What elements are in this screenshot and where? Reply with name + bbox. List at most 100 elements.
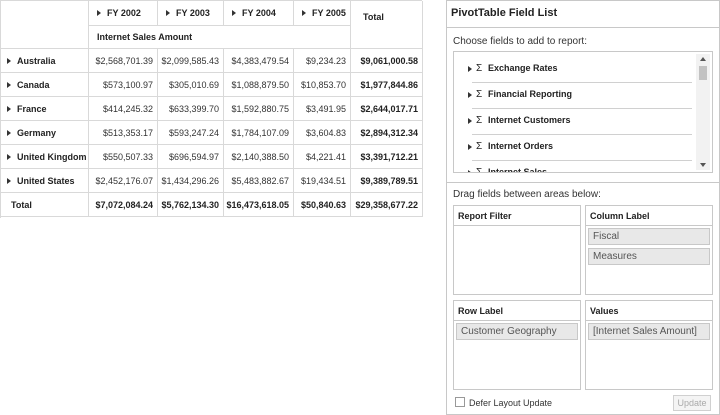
value-cell-text: $633,399.70 bbox=[168, 103, 219, 114]
field-name: Internet Orders bbox=[488, 141, 554, 151]
expand-icon[interactable] bbox=[468, 118, 472, 124]
defer-checkbox[interactable] bbox=[455, 397, 465, 407]
scroll-up[interactable] bbox=[700, 57, 706, 61]
expand-icon[interactable] bbox=[468, 170, 472, 172]
grand-total-cell: $29,358,677.22 bbox=[351, 193, 423, 217]
value-cell: $9,061,000.58 bbox=[351, 49, 423, 73]
value-cell: $9,389,789.51 bbox=[351, 169, 423, 193]
value-cell: $2,894,312.34 bbox=[351, 121, 423, 145]
value-cell-text: $2,099,585.43 bbox=[161, 55, 219, 66]
drag-prompt: Drag fields between areas below: bbox=[453, 189, 601, 200]
row-header-text: Germany bbox=[17, 127, 57, 138]
value-cell-text: $3,491.95 bbox=[305, 103, 346, 114]
value-cell-text: $2,140,388.50 bbox=[231, 151, 289, 162]
expand-icon[interactable] bbox=[302, 10, 306, 16]
value-cell: $593,247.24 bbox=[158, 121, 224, 145]
value-cell-text: $19,434.51 bbox=[300, 175, 346, 186]
value-cell: $1,592,880.75 bbox=[224, 97, 294, 121]
value-cell-text: $3,391,712.21 bbox=[360, 151, 418, 162]
area-title: Row Label bbox=[458, 306, 504, 316]
row-header: Australia bbox=[1, 49, 89, 73]
area-item[interactable]: [Internet Sales Amount] bbox=[588, 323, 710, 340]
grand-total-cell-text: $7,072,084.24 bbox=[95, 199, 153, 210]
field-item[interactable]: Σ Exchange Rates bbox=[454, 60, 694, 78]
grand-total-cell-text: $16,473,618.05 bbox=[226, 199, 289, 210]
field-icon: Σ bbox=[476, 63, 483, 74]
value-cell: $2,452,176.07 bbox=[89, 169, 158, 193]
field-item[interactable]: Σ Internet Orders bbox=[454, 138, 694, 156]
grand-total-cell: $50,840.63 bbox=[294, 193, 351, 217]
column-header: FY 2004 bbox=[224, 1, 294, 26]
grand-total-cell-text: $50,840.63 bbox=[300, 199, 346, 210]
scroll-down[interactable] bbox=[700, 163, 706, 167]
field-name: Exchange Rates bbox=[488, 63, 558, 73]
grand-total-header: Total bbox=[1, 193, 89, 217]
measure-header: Internet Sales Amount bbox=[89, 26, 351, 49]
value-cell-text: $9,389,789.51 bbox=[360, 175, 418, 186]
value-cell-text: $4,383,479.54 bbox=[231, 55, 289, 66]
area-title: Values bbox=[590, 306, 619, 316]
expand-icon[interactable] bbox=[7, 177, 11, 184]
value-cell: $1,434,296.26 bbox=[158, 169, 224, 193]
area-title: Report Filter bbox=[458, 211, 512, 221]
drop-area: Report Filter bbox=[453, 205, 581, 295]
value-cell: $19,434.51 bbox=[294, 169, 351, 193]
value-cell-text: $513,353.17 bbox=[102, 127, 153, 138]
drop-area: Values [Internet Sales Amount] bbox=[585, 300, 713, 390]
grand-total-cell-text: $29,358,677.22 bbox=[355, 199, 418, 210]
scroll-thumb[interactable] bbox=[699, 66, 707, 80]
row-header: United Kingdom bbox=[1, 145, 89, 169]
area-item[interactable]: Customer Geography bbox=[456, 323, 578, 340]
field-icon: Σ bbox=[476, 89, 483, 100]
pivot-grid: FY 2002 FY 2003 FY 2004 FY 2005 Total Interne… bbox=[0, 0, 423, 218]
column-header: FY 2003 bbox=[158, 1, 224, 26]
expand-icon[interactable] bbox=[7, 81, 11, 88]
expand-icon[interactable] bbox=[232, 10, 236, 16]
row-header-text: France bbox=[17, 103, 47, 114]
expand-icon[interactable] bbox=[166, 10, 170, 16]
value-cell: $573,100.97 bbox=[89, 73, 158, 97]
value-cell-text: $2,644,017.71 bbox=[360, 103, 418, 114]
expand-icon[interactable] bbox=[468, 144, 472, 150]
column-header: FY 2002 bbox=[89, 1, 158, 26]
area-title: Column Label bbox=[590, 211, 650, 221]
value-cell-text: $573,100.97 bbox=[102, 79, 153, 90]
value-cell: $10,853.70 bbox=[294, 73, 351, 97]
scrollbar[interactable] bbox=[696, 54, 710, 170]
value-cell-text: $696,594.97 bbox=[168, 151, 219, 162]
field-divider bbox=[472, 160, 692, 161]
expand-icon[interactable] bbox=[7, 105, 11, 112]
value-cell-text: $5,483,882.67 bbox=[231, 175, 289, 186]
area-divider bbox=[454, 225, 580, 226]
row-header: Germany bbox=[1, 121, 89, 145]
column-header-text: FY 2002 bbox=[107, 8, 141, 18]
grand-total-cell-text: $5,762,134.30 bbox=[161, 199, 219, 210]
value-cell-text: $9,234.23 bbox=[305, 55, 346, 66]
expand-icon[interactable] bbox=[97, 10, 101, 16]
field-item[interactable]: Σ Internet Sales bbox=[454, 164, 694, 172]
value-cell-text: $550,507.33 bbox=[102, 151, 153, 162]
grand-total-cell: $5,762,134.30 bbox=[158, 193, 224, 217]
value-cell: $2,140,388.50 bbox=[224, 145, 294, 169]
expand-icon[interactable] bbox=[7, 57, 11, 64]
expand-icon[interactable] bbox=[468, 66, 472, 72]
value-cell: $2,099,585.43 bbox=[158, 49, 224, 73]
area-item[interactable]: Fiscal bbox=[588, 228, 710, 245]
value-cell-text: $2,452,176.07 bbox=[95, 175, 153, 186]
row-header-text: United Kingdom bbox=[17, 151, 87, 162]
value-cell-text: $1,784,107.09 bbox=[231, 127, 289, 138]
panel-title: PivotTable Field List bbox=[451, 7, 558, 19]
value-cell-text: $10,853.70 bbox=[300, 79, 346, 90]
column-header: FY 2005 bbox=[294, 1, 351, 26]
area-item[interactable]: Measures bbox=[588, 248, 710, 265]
field-item[interactable]: Σ Internet Customers bbox=[454, 112, 694, 130]
update-button[interactable]: Update bbox=[673, 395, 711, 411]
field-list-panel: PivotTable Field List Choose fields to ad… bbox=[446, 0, 720, 415]
expand-icon[interactable] bbox=[7, 153, 11, 160]
column-header-text: FY 2004 bbox=[242, 8, 276, 18]
field-item[interactable]: Σ Financial Reporting bbox=[454, 86, 694, 104]
field-icon: Σ bbox=[476, 141, 483, 152]
expand-icon[interactable] bbox=[7, 129, 11, 136]
expand-icon[interactable] bbox=[468, 92, 472, 98]
value-cell-text: $414,245.32 bbox=[102, 103, 153, 114]
